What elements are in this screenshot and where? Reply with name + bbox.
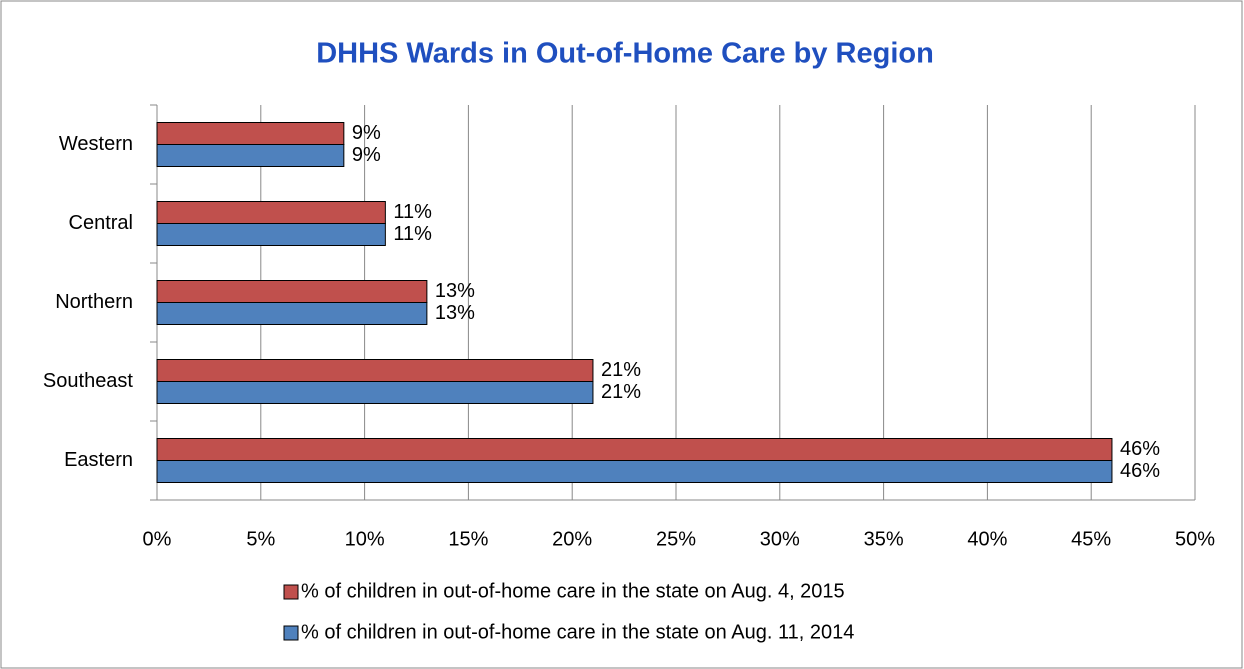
x-tick-label: 45% — [1071, 528, 1111, 550]
x-tick-label: 35% — [864, 528, 904, 550]
x-tick-label: 50% — [1175, 528, 1215, 550]
bar — [156, 280, 428, 303]
y-tick-label: Southeast — [43, 370, 134, 392]
bar — [156, 460, 1113, 483]
value-label: 46% — [1120, 438, 1160, 460]
y-tick-label: Western — [59, 133, 133, 155]
value-label: 9% — [352, 144, 381, 166]
x-tick-label: 15% — [448, 528, 488, 550]
y-tick-label: Northern — [55, 291, 133, 313]
legend-label: % of children in out-of-home care in the… — [301, 621, 854, 643]
legend-swatch — [283, 625, 299, 641]
bar — [156, 381, 594, 404]
value-label: 11% — [393, 201, 432, 223]
bar — [156, 438, 1113, 461]
x-tick-label: 5% — [246, 528, 275, 550]
bar — [156, 122, 345, 145]
value-label: 11% — [393, 223, 432, 245]
bar — [156, 144, 345, 167]
chart-title: DHHS Wards in Out-of-Home Care by Region — [316, 38, 934, 70]
legend-label: % of children in out-of-home care in the… — [301, 580, 845, 602]
value-label: 46% — [1120, 460, 1160, 482]
value-label: 9% — [352, 122, 381, 144]
y-tick-label: Eastern — [64, 449, 133, 471]
y-tick-label: Central — [69, 212, 133, 234]
value-label: 13% — [435, 280, 475, 302]
x-tick-label: 0% — [143, 528, 172, 550]
x-tick-label: 30% — [760, 528, 800, 550]
x-tick-label: 20% — [552, 528, 592, 550]
x-tick-label: 40% — [967, 528, 1007, 550]
value-label: 13% — [435, 302, 475, 324]
legend-swatch — [283, 584, 299, 600]
bar — [156, 201, 386, 224]
value-label: 21% — [601, 359, 641, 381]
x-tick-label: 25% — [656, 528, 696, 550]
x-tick-label: 10% — [345, 528, 385, 550]
bar — [156, 302, 428, 325]
bar — [156, 359, 594, 382]
value-label: 21% — [601, 381, 641, 403]
bar — [156, 223, 386, 246]
